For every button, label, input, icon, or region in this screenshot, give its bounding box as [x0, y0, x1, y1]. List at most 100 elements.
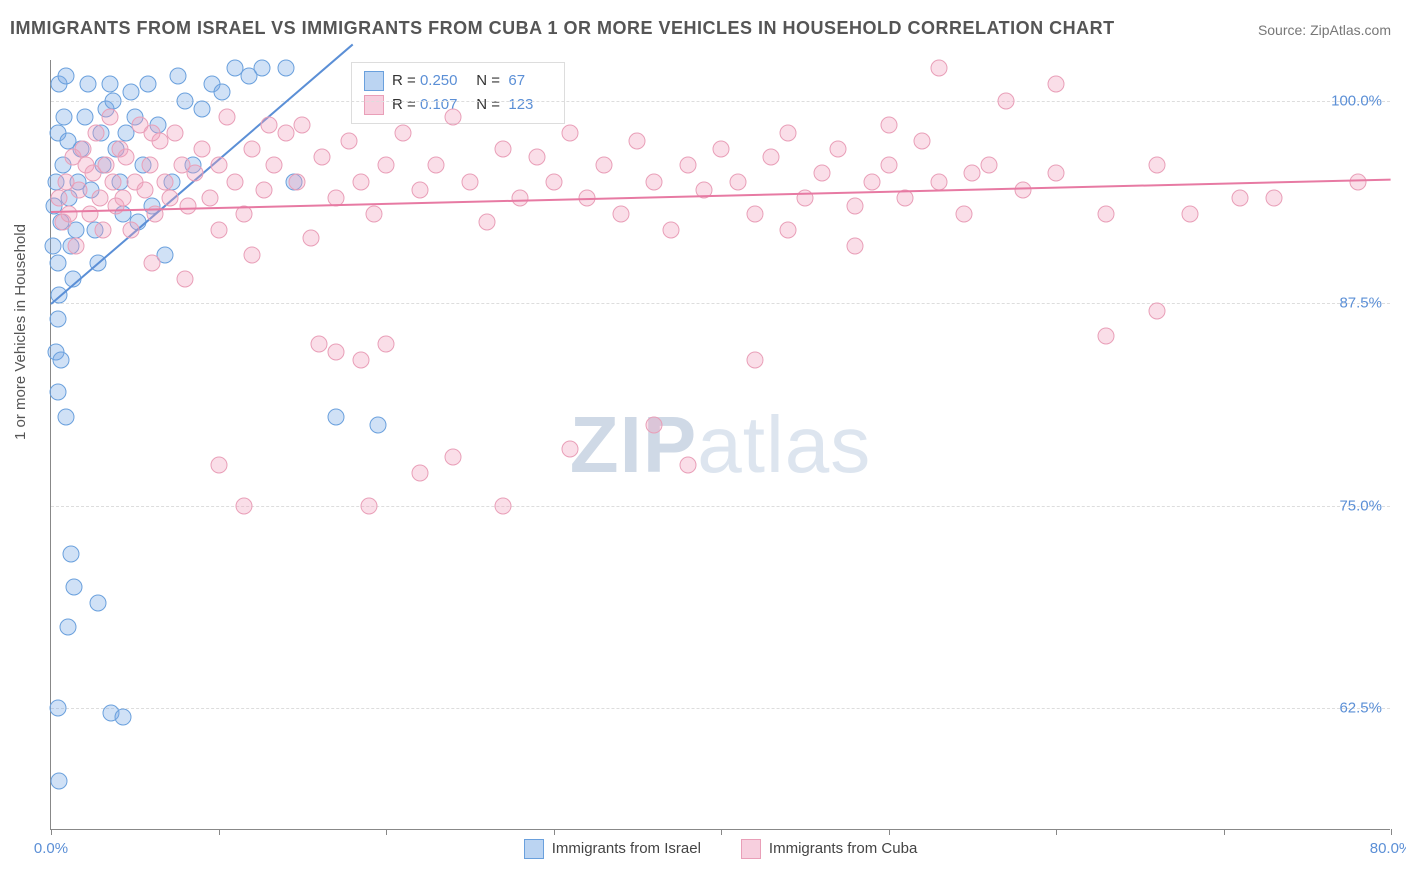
data-point	[254, 60, 271, 77]
data-point	[202, 189, 219, 206]
data-point	[813, 165, 830, 182]
data-point	[780, 124, 797, 141]
y-tick-label: 75.0%	[1339, 497, 1382, 514]
data-point	[1048, 76, 1065, 93]
data-point	[763, 149, 780, 166]
data-point	[140, 76, 157, 93]
data-point	[115, 189, 132, 206]
data-point	[341, 133, 358, 150]
data-point	[411, 465, 428, 482]
data-point	[66, 578, 83, 595]
data-point	[562, 124, 579, 141]
data-point	[1349, 173, 1366, 190]
data-point	[49, 384, 66, 401]
data-point	[180, 197, 197, 214]
data-point	[94, 222, 111, 239]
gridline	[51, 101, 1390, 102]
data-point	[880, 116, 897, 133]
data-point	[662, 222, 679, 239]
data-point	[1265, 189, 1282, 206]
data-point	[101, 108, 118, 125]
legend-label: Immigrants from Cuba	[769, 840, 917, 857]
swatch-icon	[524, 839, 544, 859]
x-tick	[554, 829, 555, 835]
data-point	[394, 124, 411, 141]
data-point	[260, 116, 277, 133]
data-point	[545, 173, 562, 190]
data-point	[1148, 157, 1165, 174]
data-point	[68, 238, 85, 255]
n-value: 123	[504, 93, 552, 117]
data-point	[91, 189, 108, 206]
data-point	[177, 270, 194, 287]
data-point	[51, 773, 68, 790]
data-point	[327, 408, 344, 425]
data-point	[713, 141, 730, 158]
y-tick-label: 87.5%	[1339, 295, 1382, 312]
gridline	[51, 708, 1390, 709]
legend-label: Immigrants from Israel	[552, 840, 701, 857]
data-point	[595, 157, 612, 174]
data-point	[1048, 165, 1065, 182]
data-point	[445, 449, 462, 466]
data-point	[49, 311, 66, 328]
legend-item: Immigrants from Israel	[524, 839, 701, 859]
gridline	[51, 303, 1390, 304]
scatter-plot: ZIPatlas R = 0.250 N = 67R = 0.107 N = 1…	[50, 60, 1390, 830]
data-point	[294, 116, 311, 133]
data-point	[1148, 303, 1165, 320]
data-point	[98, 157, 115, 174]
data-point	[74, 141, 91, 158]
data-point	[847, 197, 864, 214]
swatch-icon	[364, 71, 384, 91]
data-point	[235, 497, 252, 514]
data-point	[89, 595, 106, 612]
data-point	[187, 165, 204, 182]
data-point	[49, 254, 66, 271]
data-point	[170, 68, 187, 85]
data-point	[81, 206, 98, 223]
data-point	[411, 181, 428, 198]
data-point	[143, 124, 160, 141]
data-point	[646, 416, 663, 433]
data-point	[863, 173, 880, 190]
data-point	[361, 497, 378, 514]
data-point	[71, 181, 88, 198]
data-point	[49, 700, 66, 717]
data-point	[679, 157, 696, 174]
data-point	[63, 546, 80, 563]
data-point	[930, 173, 947, 190]
y-axis-label: 1 or more Vehicles in Household	[12, 224, 29, 440]
data-point	[193, 100, 210, 117]
data-point	[981, 157, 998, 174]
data-point	[780, 222, 797, 239]
data-point	[314, 149, 331, 166]
data-point	[193, 141, 210, 158]
data-point	[115, 708, 132, 725]
data-point	[847, 238, 864, 255]
data-point	[1098, 206, 1115, 223]
data-point	[1232, 189, 1249, 206]
data-point	[213, 84, 230, 101]
data-point	[495, 497, 512, 514]
legend-item: Immigrants from Cuba	[741, 839, 917, 859]
data-point	[445, 108, 462, 125]
swatch-icon	[364, 95, 384, 115]
x-tick	[1056, 829, 1057, 835]
data-point	[61, 206, 78, 223]
data-point	[369, 416, 386, 433]
data-point	[512, 189, 529, 206]
data-point	[255, 181, 272, 198]
data-point	[161, 189, 178, 206]
data-point	[428, 157, 445, 174]
data-point	[461, 173, 478, 190]
data-point	[51, 189, 68, 206]
data-point	[495, 141, 512, 158]
data-point	[277, 60, 294, 77]
x-tick	[386, 829, 387, 835]
data-point	[997, 92, 1014, 109]
data-point	[44, 238, 61, 255]
data-point	[352, 173, 369, 190]
data-point	[76, 108, 93, 125]
data-point	[880, 157, 897, 174]
